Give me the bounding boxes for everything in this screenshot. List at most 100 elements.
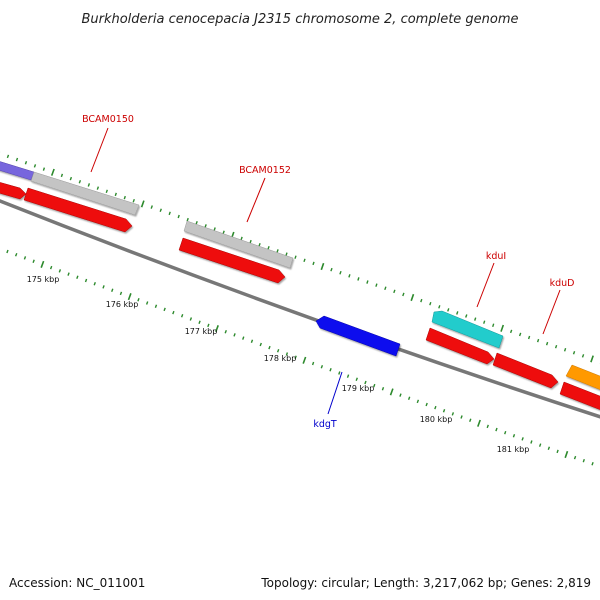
minor-tick [249,239,252,244]
minor-tick [102,285,105,289]
major-tick [564,450,569,459]
minor-tick [204,224,207,228]
minor-tick [530,440,533,444]
minor-tick [425,402,428,407]
major-tick [140,200,145,208]
minor-tick [105,189,108,194]
outer-tick-marks [0,151,600,364]
minor-tick [159,208,162,212]
scale-labels: 175 kbp 176 kbp 177 kbp 178 kbp 179 kbp … [27,275,530,454]
minor-tick [259,342,262,347]
minor-tick [294,255,297,259]
minor-tick [123,195,126,200]
cds-red-5[interactable] [492,352,559,389]
minor-tick [527,335,531,340]
minor-tick [536,338,540,343]
minor-tick [556,449,559,454]
minor-tick [373,383,376,388]
minor-tick [87,183,91,187]
minor-tick [24,160,28,165]
scale-label: 177 kbp [185,327,218,336]
minor-tick [451,412,455,416]
gene-label-bcam0152[interactable]: BCAM0152 [239,165,291,176]
minor-tick [180,314,184,318]
minor-tick [320,364,324,369]
gene-kdui[interactable] [431,310,504,349]
cds-red-2[interactable] [23,187,133,233]
minor-tick [145,301,149,305]
minor-tick [137,298,140,302]
major-tick [500,324,505,332]
minor-tick [6,154,10,159]
minor-tick [154,304,158,308]
gene-bcam0152[interactable] [183,220,294,269]
minor-tick [492,323,495,328]
topology-summary: Topology: circular; Length: 3,217,062 bp… [260,576,591,590]
gene-kdgt[interactable] [315,315,401,357]
minor-tick [364,380,367,385]
cds-red-4[interactable] [425,327,495,365]
scale-label: 178 kbp [264,354,297,363]
minor-tick [58,269,62,273]
minor-tick [518,332,522,337]
cds-red-1[interactable] [0,181,27,200]
minor-tick [78,180,82,184]
minor-tick [504,430,507,435]
minor-tick [189,317,193,321]
minor-tick [242,336,245,340]
accession-text: Accession: NC_011001 [9,576,145,590]
gene-label-kdui[interactable]: kduI [486,251,506,262]
minor-tick [224,329,227,334]
minor-tick [581,354,585,358]
minor-tick [67,272,70,276]
minor-tick [545,341,549,346]
scale-label: 175 kbp [27,275,60,284]
minor-tick [429,301,432,306]
minor-tick [591,462,594,466]
minor-tick [474,317,477,321]
major-tick [389,388,394,396]
minor-tick [207,323,210,328]
gene-label-kdud[interactable]: kduD [550,278,575,289]
cds-red-6[interactable] [559,381,600,412]
minor-tick [434,405,437,410]
gene-purple[interactable] [0,160,35,181]
gene-labels: BCAM0150 BCAM0152 kduI kduD kdgT [82,114,574,430]
minor-tick [15,157,19,162]
minor-tick [276,349,280,353]
minor-tick [447,308,450,312]
minor-tick [330,267,333,272]
gene-label-leaders [90,127,561,415]
minor-tick [393,289,396,294]
minor-tick [168,211,171,216]
scale-label: 176 kbp [106,300,139,309]
minor-tick [303,258,306,263]
minor-tick [355,377,358,382]
map-title: Burkholderia cenocepacia J2315 chromosom… [81,12,518,27]
gene-label-bcam0150[interactable]: BCAM0150 [82,114,134,125]
minor-tick [554,344,558,349]
minor-tick [366,280,369,284]
minor-tick [285,252,288,256]
gene-label-kdgt[interactable]: kdgT [313,419,337,430]
minor-tick [348,274,351,278]
minor-tick [186,217,189,222]
minor-tick [14,252,18,257]
minor-tick [267,246,270,250]
minor-tick [338,371,341,375]
minor-tick [49,265,53,270]
minor-tick [483,320,486,324]
minor-tick [329,368,332,372]
minor-tick [311,361,315,366]
minor-tick [582,458,585,463]
major-tick [127,293,132,301]
gene-bcam0150[interactable] [30,171,140,216]
minor-tick [572,351,576,355]
minor-tick [233,333,236,337]
cds-red-3[interactable] [178,237,286,284]
minor-tick [420,298,423,303]
minor-tick [563,347,567,352]
gene-orange[interactable] [565,364,600,392]
minor-tick [346,374,350,378]
